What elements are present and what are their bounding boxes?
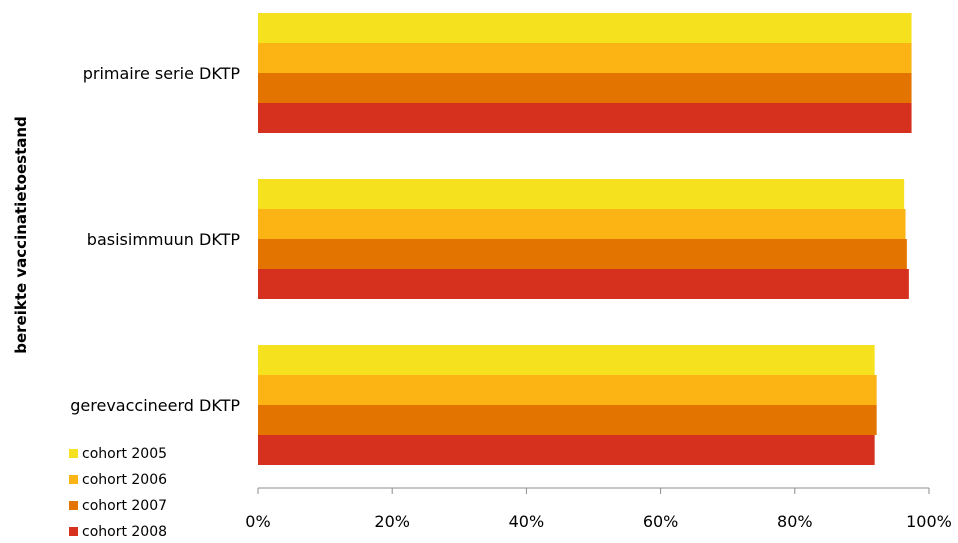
x-tick-label: 100% [906,512,952,531]
legend-label: cohort 2006 [82,472,167,488]
legend-label: cohort 2005 [82,446,167,462]
x-axis-ticks: 0% 20% 40% 60% 80% 100% [245,488,952,531]
legend-swatch [69,527,78,536]
legend-swatch [69,449,78,458]
bars-group [258,13,912,465]
legend-label: cohort 2007 [82,498,167,514]
bar-1-2 [258,239,907,269]
bar-0-3 [258,103,912,133]
category-label: gerevaccineerd DKTP [70,396,240,415]
x-tick-label: 80% [777,512,813,531]
y-axis-title: bereikte vaccinatietoestand [12,116,30,354]
legend-swatch [69,475,78,484]
legend: cohort 2005 cohort 2006 cohort 2007 cohort … [69,446,167,540]
bar-1-0 [258,179,905,209]
x-tick-label: 0% [245,512,270,531]
legend-swatch [69,501,78,510]
legend-label: cohort 2008 [82,524,167,540]
bar-2-0 [258,345,875,375]
x-tick-label: 60% [643,512,679,531]
bar-1-3 [258,269,909,299]
bar-1-1 [258,209,906,239]
bar-0-0 [258,13,912,43]
bar-2-2 [258,405,877,435]
x-tick-label: 20% [374,512,410,531]
category-label: basisimmuun DKTP [87,230,241,249]
bar-0-1 [258,43,912,73]
bar-0-2 [258,73,912,103]
x-tick-label: 40% [509,512,545,531]
category-label: primaire serie DKTP [83,64,241,83]
bar-2-3 [258,435,875,465]
bar-2-1 [258,375,877,405]
category-labels: primaire serie DKTP basisimmuun DKTP gerev… [70,64,240,415]
